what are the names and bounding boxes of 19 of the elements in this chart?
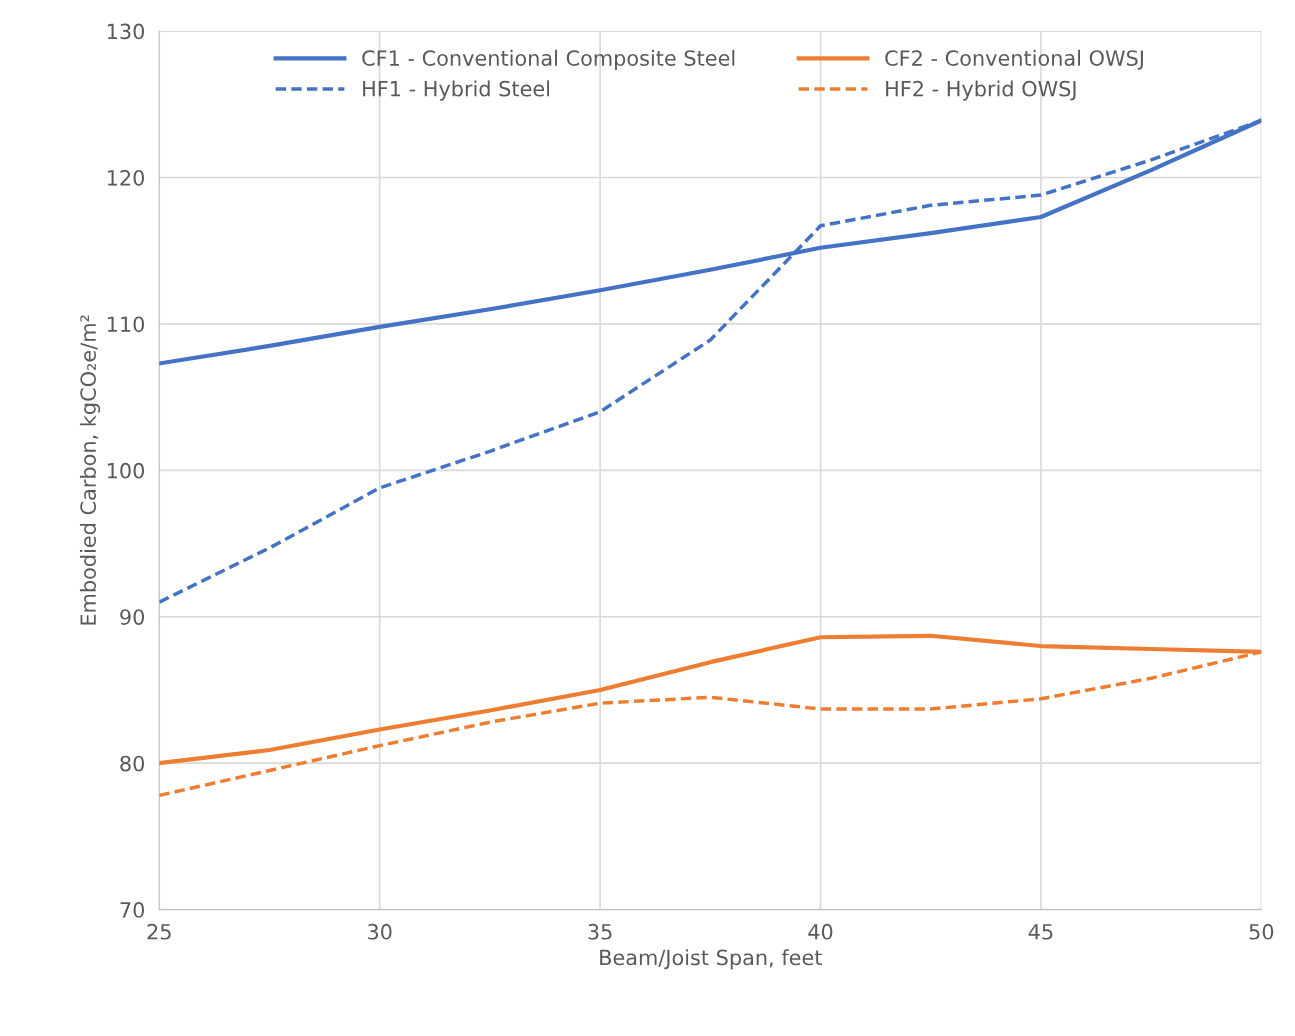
legend-label: HF2 - Hybrid OWSJ — [886, 80, 1076, 101]
legend-label: HF1 - Hybrid Steel — [363, 80, 550, 101]
y-tick-label: 120 — [107, 169, 145, 186]
y-tick-label: 90 — [120, 609, 145, 625]
x-tick-label: 30 — [368, 923, 392, 940]
x-tick-label: 45 — [1028, 924, 1053, 940]
legend-label: CF2 - Conventional OWSJ — [885, 49, 1143, 70]
y-tick-label: 100 — [107, 462, 145, 479]
x-tick-label: 40 — [808, 923, 833, 940]
y-tick-label: 110 — [107, 316, 145, 333]
x-tick-label: 35 — [588, 923, 612, 940]
legend-label: CF1 - Conventional Composite Steel — [362, 49, 735, 70]
x-tick-label: 50 — [1249, 923, 1274, 940]
y-axis-title: Embodied Carbon, kgCO₂e/m² — [79, 315, 101, 625]
y-tick-label: 80 — [120, 755, 145, 772]
y-tick-label: 130 — [107, 23, 145, 40]
x-axis-title: Beam/Joist Span, feet — [600, 949, 822, 970]
x-tick-label: 25 — [147, 923, 171, 940]
y-tick-label: 70 — [120, 902, 145, 918]
